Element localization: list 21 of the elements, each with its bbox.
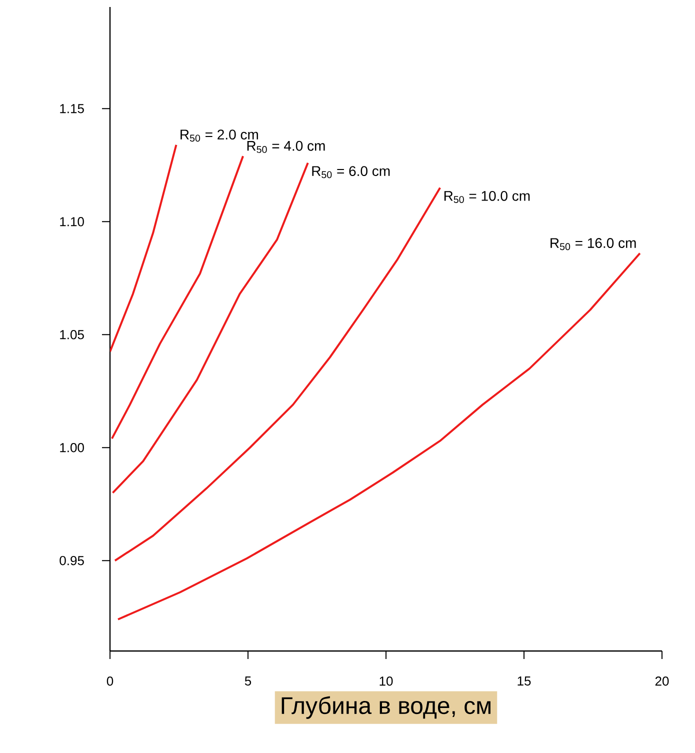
- series-label: R$_{50}$ = 6.0 cm: [312, 166, 390, 178]
- y-tick-label: 1.15: [60, 104, 84, 114]
- y-tick-label: 1.05: [60, 330, 84, 340]
- x-tick-label: 15: [518, 676, 531, 686]
- series-label: R$_{50}$ = 10.0 cm: [444, 190, 530, 204]
- line-series: [117, 252, 641, 620]
- x-tick-label: 5: [244, 676, 252, 686]
- y-tick-label: 1.10: [60, 217, 84, 226]
- x-tick-label: 0: [106, 676, 114, 686]
- line-series: [112, 162, 309, 494]
- x-axis-title: Глубина в воде, см: [282, 696, 490, 719]
- line-series: [114, 186, 442, 562]
- y-tick-label: 0.95: [60, 556, 84, 566]
- line-series: [110, 155, 244, 440]
- x-tick-label: 20: [655, 676, 669, 686]
- y-tick-label: 1.00: [60, 443, 84, 452]
- series-label: R$_{50}$ = 16.0 cm: [550, 238, 636, 250]
- series-label: R$_{50}$ = 2.0 cm: [180, 130, 258, 142]
- x-tick-label: 10: [380, 676, 393, 686]
- line-series: [110, 144, 178, 353]
- series-label: R$_{50}$ = 4.0 cm: [247, 140, 325, 153]
